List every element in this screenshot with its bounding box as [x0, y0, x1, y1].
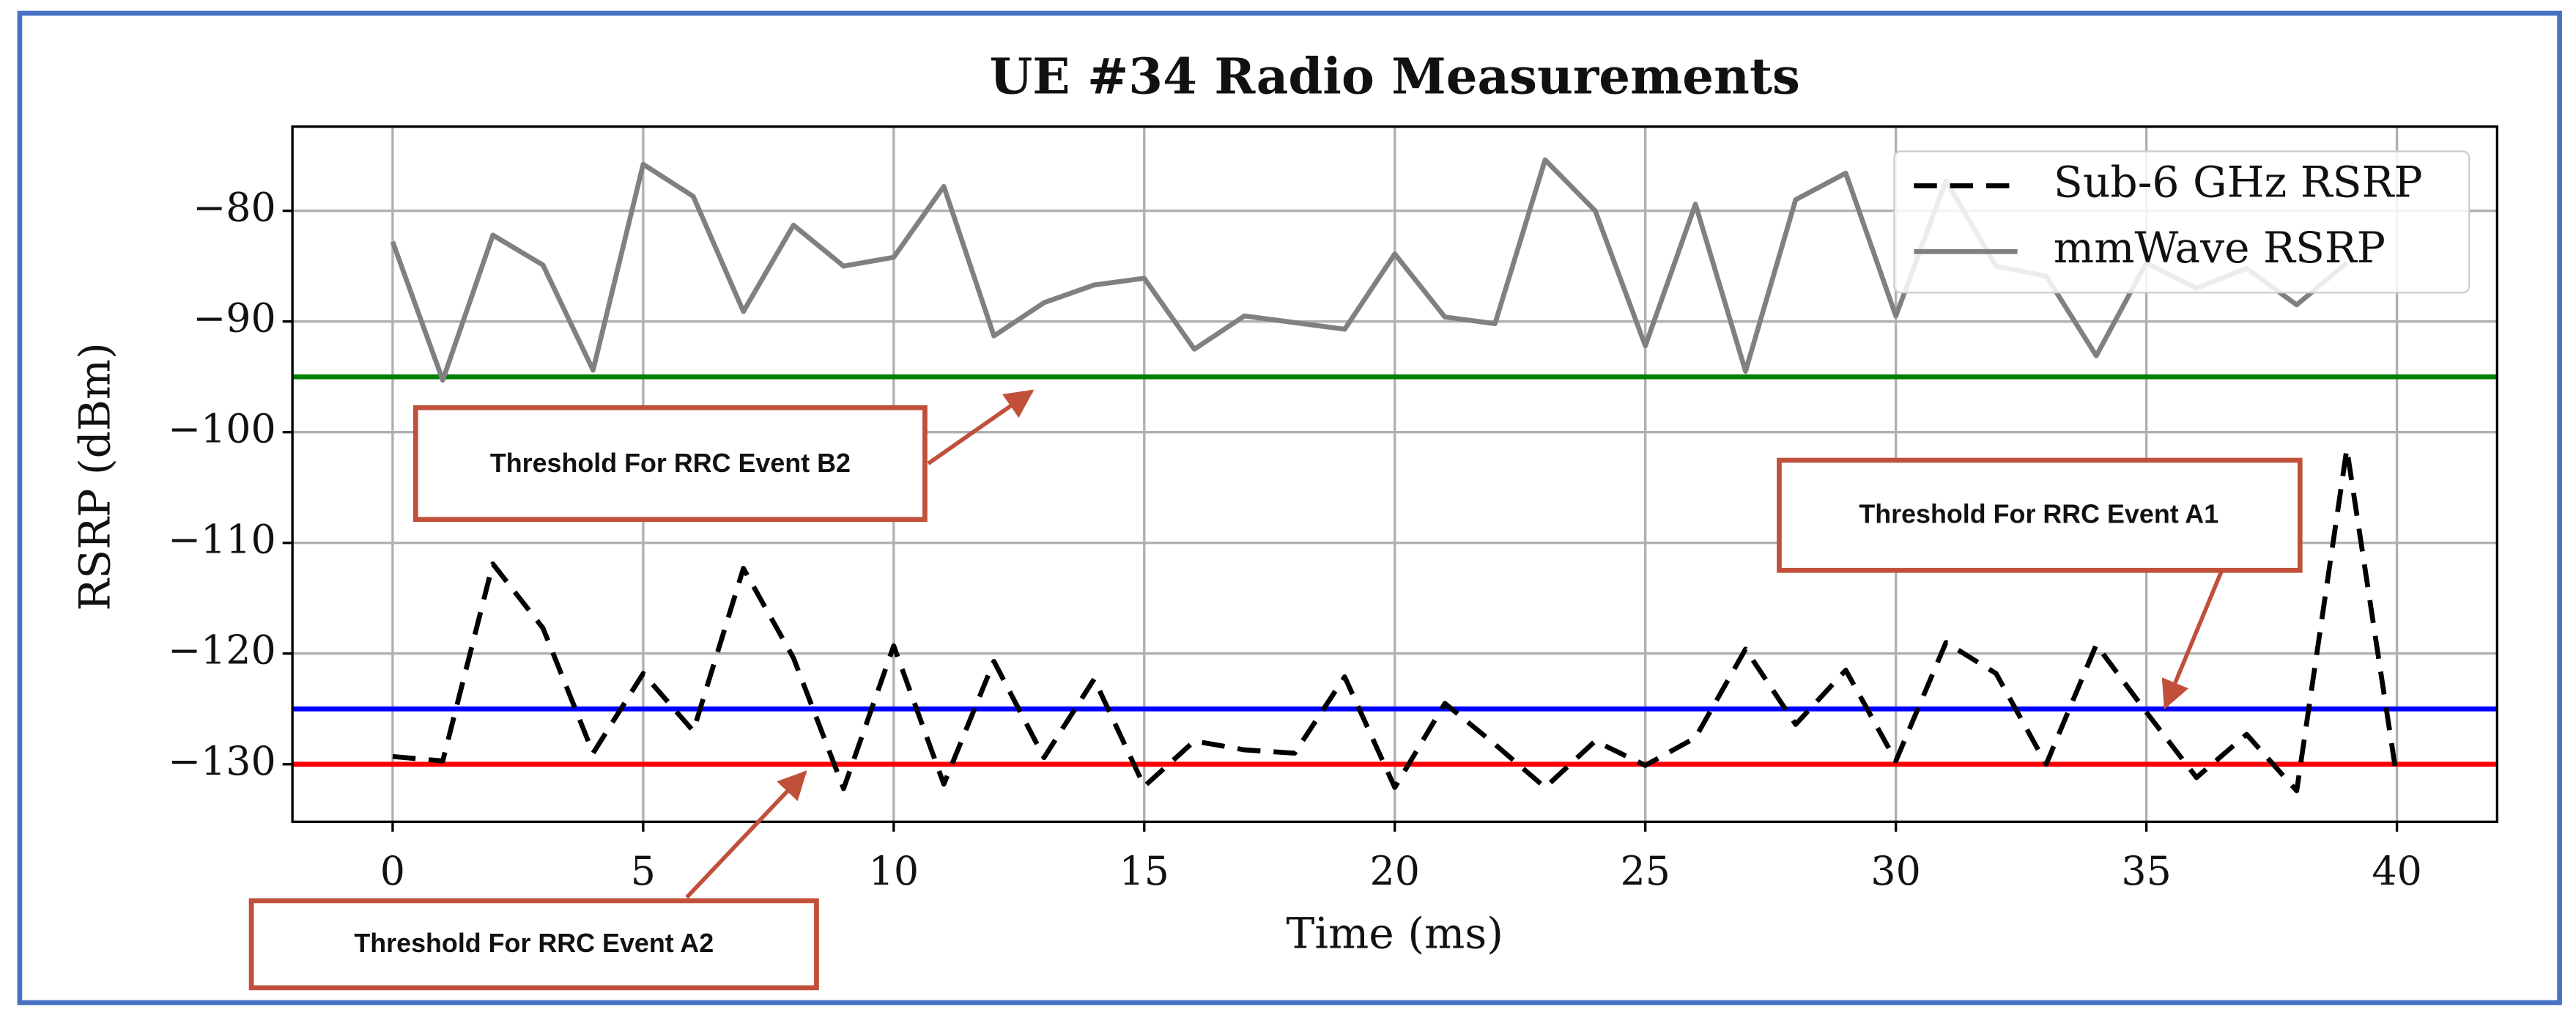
- threshold-lines: [292, 374, 2498, 767]
- y-tick-label: −100: [168, 406, 276, 452]
- y-tick-label: −110: [168, 517, 276, 563]
- legend-box: [1893, 150, 2470, 294]
- annotation-box: [412, 405, 928, 523]
- annotation-text: Threshold For RRC Event A1: [1859, 500, 2218, 529]
- arrow: [927, 389, 1035, 465]
- arrow: [2161, 571, 2224, 709]
- arrow: [685, 770, 807, 899]
- x-tick-label: 5: [631, 848, 656, 894]
- x-tick-label: 20: [1370, 848, 1420, 894]
- y-tick-label: −80: [193, 185, 276, 231]
- legend: Sub-6 GHz RSRP mmWave RSRP: [1893, 150, 2470, 294]
- series-line: [392, 446, 2399, 794]
- annotation-text: Threshold For RRC Event B2: [490, 449, 851, 478]
- annotation-text: Threshold For RRC Event A2: [354, 929, 714, 958]
- y-tick-label: −130: [168, 738, 276, 784]
- x-axis-label: Time (ms): [1286, 908, 1503, 958]
- x-tick-label: 30: [1870, 848, 1920, 894]
- annotation-b2: Threshold For RRC Event B2: [412, 389, 1035, 523]
- x-tick-label: 25: [1620, 848, 1670, 894]
- annotation-box: [1777, 457, 2303, 573]
- annotation-a1: Threshold For RRC Event A1: [1777, 457, 2303, 709]
- legend-label: mmWave RSRP: [2054, 223, 2386, 273]
- y-tick-label: −120: [168, 627, 276, 674]
- annotation-box: [248, 898, 819, 991]
- y-axis-label: RSRP (dBm): [70, 342, 120, 611]
- x-tick-label: 35: [2121, 848, 2171, 894]
- x-tick-label: 10: [869, 848, 919, 894]
- y-tick-label: −90: [193, 295, 276, 342]
- annotation-a2: Threshold For RRC Event A2: [248, 770, 819, 991]
- ticks: −80 −90 −100 −110 −120 −130 0 5 10 15 20 25 30 35 40: [168, 185, 2422, 894]
- x-tick-label: 40: [2372, 848, 2421, 894]
- x-tick-label: 0: [380, 848, 405, 894]
- legend-label: Sub-6 GHz RSRP: [2054, 158, 2423, 207]
- chart-title: UE #34 Radio Measurements: [990, 48, 1800, 106]
- x-tick-label: 15: [1119, 848, 1169, 894]
